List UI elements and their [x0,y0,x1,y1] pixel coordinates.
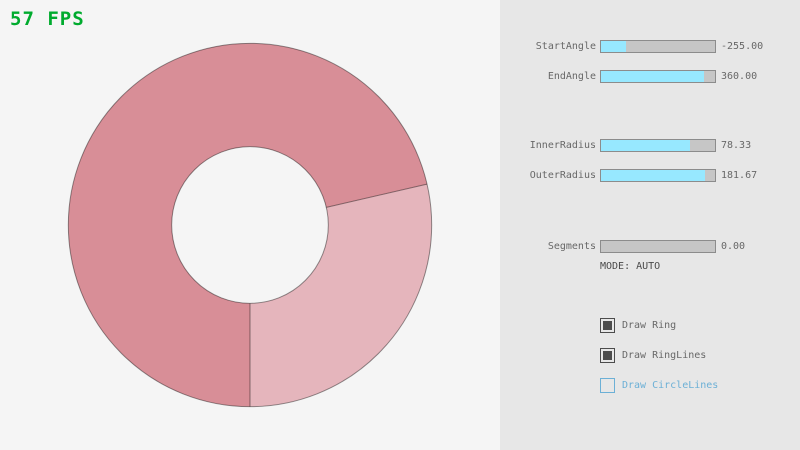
outer-radius-label: OuterRadius [529,170,596,181]
outer-radius-slider[interactable] [600,169,716,182]
checkbox-row-draw-circlelines: Draw CircleLines [600,378,718,393]
segments-mode-text: MODE: AUTO [600,261,661,272]
segments-slider[interactable] [600,240,716,253]
start-angle-slider[interactable] [600,40,716,53]
slider-row-inner-radius: InnerRadius 78.33 [500,139,800,152]
slider-fill [601,71,704,82]
checkbox-row-draw-ringlines: Draw RingLines [600,348,706,363]
slider-row-end-angle: EndAngle 360.00 [500,70,800,83]
inner-radius-label: InnerRadius [529,140,596,151]
slider-fill [601,41,626,52]
start-angle-label: StartAngle [535,41,596,52]
ring-chart [67,42,433,408]
slider-row-segments: Segments 0.00 [500,240,800,253]
segments-label: Segments [547,241,596,252]
inner-radius-value: 78.33 [721,140,752,151]
slider-fill [601,140,691,151]
draw-ring-checkbox[interactable] [600,318,615,333]
fps-counter: 57 FPS [10,8,85,30]
end-angle-value: 360.00 [721,71,758,82]
segments-value: 0.00 [721,241,746,252]
slider-row-start-angle: StartAngle -255.00 [500,40,800,53]
start-angle-value: -255.00 [721,41,764,52]
draw-circlelines-checkbox[interactable] [600,378,615,393]
outer-radius-value: 181.67 [721,170,758,181]
controls-panel: StartAngle -255.00 EndAngle 360.00 Inner… [500,0,800,450]
draw-ringlines-checkbox-label: Draw RingLines [622,350,707,361]
slider-fill [601,170,705,181]
end-angle-slider[interactable] [600,70,716,83]
inner-radius-slider[interactable] [600,139,716,152]
draw-ringlines-checkbox[interactable] [600,348,615,363]
checkbox-row-draw-ring: Draw Ring [600,318,676,333]
slider-row-outer-radius: OuterRadius 181.67 [500,169,800,182]
draw-ring-checkbox-label: Draw Ring [622,320,677,331]
draw-circlelines-checkbox-label: Draw CircleLines [622,380,719,391]
end-angle-label: EndAngle [547,71,596,82]
